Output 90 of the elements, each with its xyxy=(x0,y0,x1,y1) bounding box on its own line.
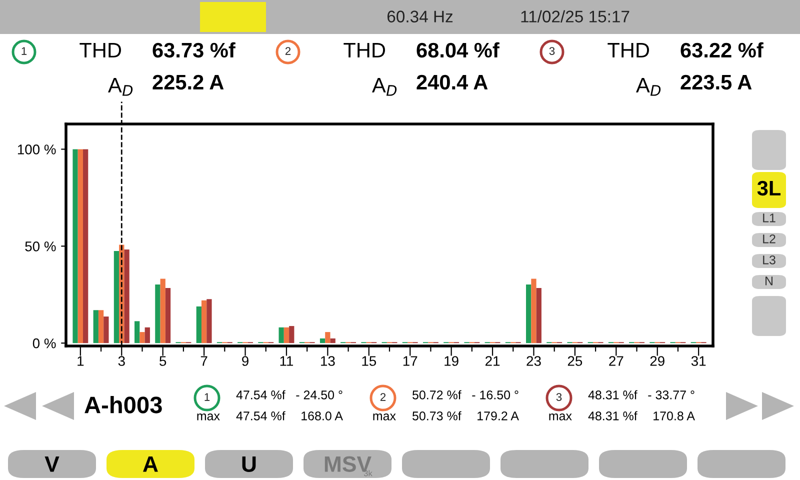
text: A$_{D}$ xyxy=(636,78,661,96)
text: 60.34 Hz xyxy=(387,10,453,22)
bar xyxy=(83,149,88,344)
bar xyxy=(93,310,98,344)
bar xyxy=(124,249,130,344)
bar xyxy=(72,149,78,344)
x-tick-label: 9 xyxy=(242,356,248,366)
x-tick-label: 5 xyxy=(160,356,166,366)
text: 48.31 %f xyxy=(588,390,638,400)
x-tick-label: 1 xyxy=(78,356,84,366)
text: L2 xyxy=(763,234,776,244)
x-tick-label: 29 xyxy=(650,356,664,366)
x-tick-label: 13 xyxy=(321,356,335,366)
bar xyxy=(526,284,532,344)
bar xyxy=(160,278,166,344)
text: 63.22 %f xyxy=(680,42,764,58)
x-tick-label: 31 xyxy=(691,356,706,366)
x-tick-label: 21 xyxy=(486,356,500,366)
text: A xyxy=(143,456,158,472)
bar xyxy=(165,288,171,344)
bar xyxy=(320,338,326,344)
text: 50.73 %f xyxy=(412,411,462,420)
text: 63.73 %f xyxy=(152,42,236,58)
text: A-h003 xyxy=(84,396,162,414)
bar xyxy=(201,300,207,344)
text: 2 xyxy=(285,47,291,55)
text: - 33.77 ° xyxy=(648,390,694,400)
y-tick-label: 100 % xyxy=(18,144,56,154)
y-tick-label: 50 % xyxy=(25,241,56,252)
text: 179.2 A xyxy=(478,412,519,420)
text: THD xyxy=(344,43,386,58)
bar xyxy=(134,321,140,344)
text: - 16.50 ° xyxy=(472,390,518,400)
text: 240.4 A xyxy=(416,74,488,90)
text: 11/02/25 15:17 xyxy=(521,10,630,22)
text: 2 xyxy=(380,393,386,401)
category-label: 3 xyxy=(549,47,555,55)
text: 223.5 A xyxy=(680,74,752,90)
text: 48.31 %f xyxy=(588,411,638,420)
text: A$_{D}$ xyxy=(372,78,397,96)
bar xyxy=(140,332,145,344)
text: 170.8 A xyxy=(654,412,695,420)
bar xyxy=(155,284,160,344)
text: 3 xyxy=(556,393,562,401)
bar xyxy=(144,327,150,344)
x-tick-label: 15 xyxy=(362,356,376,366)
text: 68.04 %f xyxy=(416,42,500,58)
x-tick-label: 11 xyxy=(280,356,294,366)
text: 1 xyxy=(204,393,210,401)
text: 50.72 %f xyxy=(412,390,462,400)
x-tick-label: 17 xyxy=(403,356,418,366)
text: THD xyxy=(608,43,650,58)
bar xyxy=(325,332,330,344)
bar xyxy=(284,327,290,344)
text: - 24.50 ° xyxy=(296,390,342,400)
y-tick-label: 0 % xyxy=(32,338,56,348)
text: L3 xyxy=(763,256,776,264)
category-label: 1 xyxy=(22,47,27,55)
bar xyxy=(78,149,83,344)
x-tick-label: 27 xyxy=(609,356,624,366)
bar xyxy=(536,288,542,344)
x-tick-label: 7 xyxy=(200,356,208,366)
bar xyxy=(289,326,294,344)
x-tick-label: 25 xyxy=(568,356,582,366)
bar xyxy=(98,310,104,344)
text: V xyxy=(44,456,60,472)
bar xyxy=(278,327,284,344)
bar xyxy=(330,338,336,344)
x-tick-label: 19 xyxy=(444,356,458,366)
text: THD xyxy=(80,43,122,58)
text: 3L xyxy=(757,180,781,196)
text: MSV xyxy=(324,456,372,472)
bar xyxy=(531,278,536,344)
text: max xyxy=(373,414,396,420)
x-tick-label: 23 xyxy=(526,356,541,366)
text: 47.54 %f xyxy=(236,390,286,400)
text: U xyxy=(242,456,256,472)
bar xyxy=(104,316,109,344)
x-tick-label: 3 xyxy=(118,356,125,366)
bar xyxy=(114,250,120,344)
text: A$_{D}$ xyxy=(108,78,133,96)
text: max xyxy=(549,414,572,420)
text: 225.2 A xyxy=(152,74,224,90)
bar xyxy=(196,306,202,344)
text: 47.54 %f xyxy=(236,411,286,420)
text: 168.0 A xyxy=(302,412,343,420)
text: L1 xyxy=(763,214,776,222)
bar xyxy=(206,299,212,344)
text: N xyxy=(766,276,772,286)
text: max xyxy=(197,414,220,420)
